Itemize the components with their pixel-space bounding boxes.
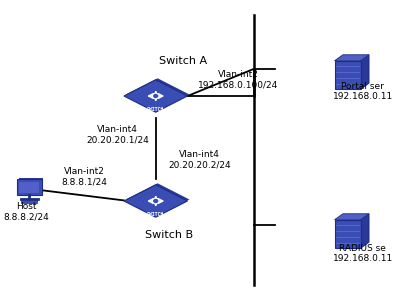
Text: RADIUS se
192.168.0.11: RADIUS se 192.168.0.11	[333, 244, 393, 263]
FancyBboxPatch shape	[22, 200, 37, 203]
FancyBboxPatch shape	[18, 178, 43, 194]
Text: Vlan-int4
20.20.20.2/24: Vlan-int4 20.20.20.2/24	[168, 150, 231, 170]
Polygon shape	[334, 55, 369, 61]
Text: Switch B: Switch B	[145, 230, 193, 241]
Circle shape	[152, 198, 159, 204]
FancyBboxPatch shape	[334, 61, 361, 89]
Circle shape	[154, 94, 158, 98]
Text: Host
8.8.8.2/24: Host 8.8.8.2/24	[3, 202, 49, 221]
Circle shape	[154, 200, 158, 202]
FancyBboxPatch shape	[17, 179, 41, 195]
Text: Switch A: Switch A	[158, 56, 207, 67]
Polygon shape	[126, 183, 190, 216]
Polygon shape	[361, 55, 369, 89]
Polygon shape	[334, 214, 369, 220]
Circle shape	[152, 93, 159, 99]
Polygon shape	[124, 80, 188, 112]
Polygon shape	[126, 78, 190, 111]
Text: Portal ser
192.168.0.11: Portal ser 192.168.0.11	[333, 82, 393, 101]
Polygon shape	[124, 185, 188, 217]
Text: SWITCH: SWITCH	[147, 212, 164, 217]
FancyBboxPatch shape	[334, 220, 361, 248]
Text: SWITCH: SWITCH	[147, 107, 164, 112]
Polygon shape	[361, 214, 369, 248]
Text: Vlan-int2
8.8.8.1/24: Vlan-int2 8.8.8.1/24	[62, 167, 108, 186]
FancyBboxPatch shape	[19, 182, 39, 193]
Text: Vlan-int2
192.168.0.100/24: Vlan-int2 192.168.0.100/24	[198, 70, 279, 89]
Text: Vlan-int4
20.20.20.1/24: Vlan-int4 20.20.20.1/24	[86, 125, 149, 145]
